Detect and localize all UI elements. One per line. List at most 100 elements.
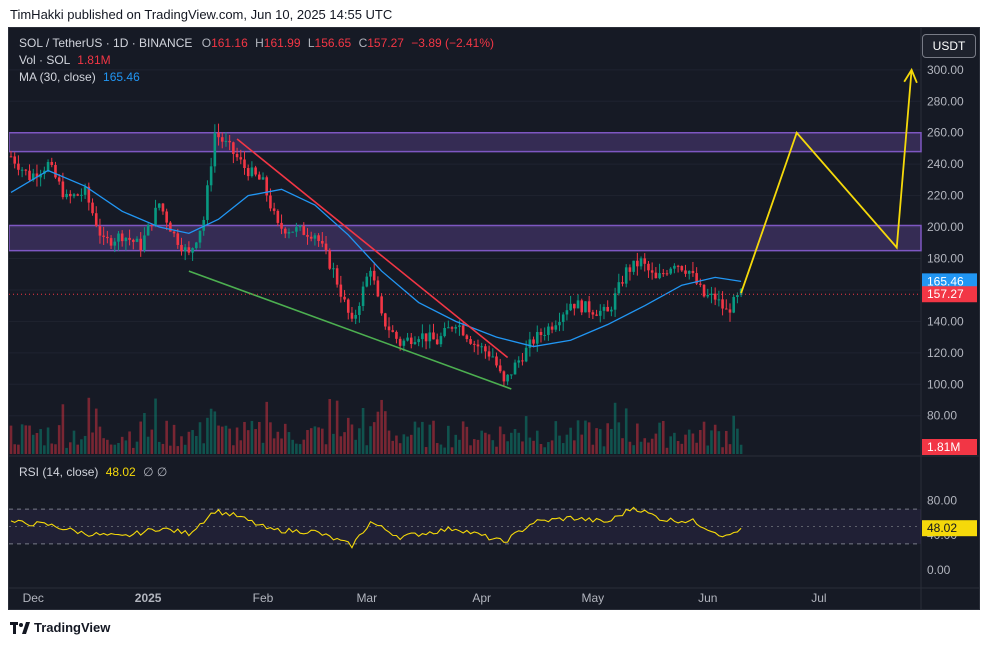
volume-bar [24, 425, 28, 454]
volume-bar [432, 420, 435, 454]
volume-bar [443, 447, 446, 454]
candle-body [691, 270, 695, 274]
rsi-tick-label: 80.00 [927, 493, 957, 507]
volume-bar [684, 434, 687, 454]
candle-body [636, 260, 639, 267]
volume-bar [673, 432, 676, 454]
chart-panel[interactable]: 300.00 280.00 260.00 240.00 220.00 200.00 180.… [8, 27, 980, 610]
candle-body [458, 325, 461, 327]
candle-body [517, 360, 521, 363]
volume-bar [417, 427, 420, 454]
candle-body [417, 339, 420, 343]
volume-bar [46, 427, 50, 454]
candle-body [343, 296, 346, 300]
volume-bar [321, 428, 324, 454]
candle-body [439, 336, 443, 345]
volume-bar [695, 442, 698, 454]
volume-bar [561, 443, 565, 454]
candle-body [187, 247, 191, 253]
candle-body [561, 314, 565, 322]
volume-bar [476, 439, 480, 454]
volume-bar [632, 445, 635, 454]
time-tick-label: Feb [253, 591, 274, 605]
volume-bar [665, 447, 669, 454]
volume-bar [502, 434, 506, 454]
candle-body [724, 308, 728, 310]
volume-bar [658, 422, 661, 454]
candle-body [191, 248, 194, 253]
footer-brand[interactable]: TradingView [10, 620, 110, 635]
volume-bar [17, 444, 20, 454]
volume-bar [154, 398, 157, 454]
volume-bar [269, 422, 272, 454]
candle-body [258, 174, 261, 180]
price-tick-label: 80.00 [927, 409, 957, 423]
candle-body [398, 338, 402, 346]
volume-bar [98, 426, 102, 454]
volume-bar [380, 399, 383, 454]
candle-body [120, 233, 124, 242]
volume-bar [391, 440, 395, 454]
candle-body [409, 337, 413, 345]
volume-bar [580, 434, 584, 454]
candle-body [213, 132, 217, 167]
candle-body [132, 239, 135, 242]
candle-body [573, 303, 576, 309]
volume-bar [406, 436, 409, 454]
candle-body [9, 156, 13, 158]
candle-body [447, 327, 450, 329]
symbol-label[interactable]: SOL / TetherUS · 1D · BINANCE [19, 36, 193, 50]
candle-body [580, 300, 584, 313]
volume-bar [636, 423, 639, 454]
volume-bar [343, 432, 346, 454]
candles [9, 123, 743, 386]
volume-bar [183, 444, 187, 454]
volume-bar [628, 441, 632, 454]
chart-canvas[interactable]: 300.00 280.00 260.00 240.00 220.00 200.00 180.… [9, 28, 979, 609]
rsi-empty-icons: ∅ ∅ [143, 465, 168, 479]
candle-body [369, 270, 372, 277]
volume-bar [61, 404, 65, 454]
candle-body [220, 137, 224, 142]
candle-body [172, 231, 176, 234]
trendline-lower [188, 270, 512, 390]
tradingview-logo-icon [10, 621, 30, 634]
volume-bar [298, 444, 302, 454]
volume-label[interactable]: Vol · SOL [19, 53, 70, 67]
volume-bar [91, 432, 94, 454]
volume-bar [613, 402, 617, 454]
candle-body [202, 219, 206, 231]
volume-bar [576, 420, 580, 454]
volume-bar [39, 429, 42, 454]
volume-bar [198, 422, 202, 454]
candle-body [235, 153, 239, 158]
volume-bar [621, 438, 624, 454]
volume-bar [195, 435, 198, 454]
candle-body [680, 266, 684, 271]
open-value: 161.16 [211, 36, 248, 50]
candle-body [24, 169, 28, 171]
candle-body [98, 225, 102, 236]
candle-body [632, 260, 635, 272]
rsi-label[interactable]: RSI (14, close) [19, 465, 99, 479]
ma-label[interactable]: MA (30, close) [19, 70, 96, 84]
volume-bar [217, 425, 220, 454]
volume-bar [309, 428, 313, 454]
price-tick-label: 120.00 [927, 346, 964, 360]
candle-body [246, 168, 250, 177]
candle-body [610, 309, 613, 312]
volume-bar [736, 428, 739, 454]
volume-bar [610, 428, 613, 454]
candle-body [587, 301, 591, 313]
time-tick-label: May [582, 591, 605, 605]
volume-bar [324, 444, 328, 454]
candle-body [510, 374, 513, 376]
candle-body [254, 167, 257, 175]
volume-bar [606, 423, 609, 454]
candle-body [324, 243, 328, 251]
volume-bar [295, 443, 298, 454]
currency-button[interactable]: USDT [922, 34, 976, 58]
candle-body [109, 238, 113, 246]
candle-body [413, 342, 417, 345]
candle-body [332, 268, 335, 270]
